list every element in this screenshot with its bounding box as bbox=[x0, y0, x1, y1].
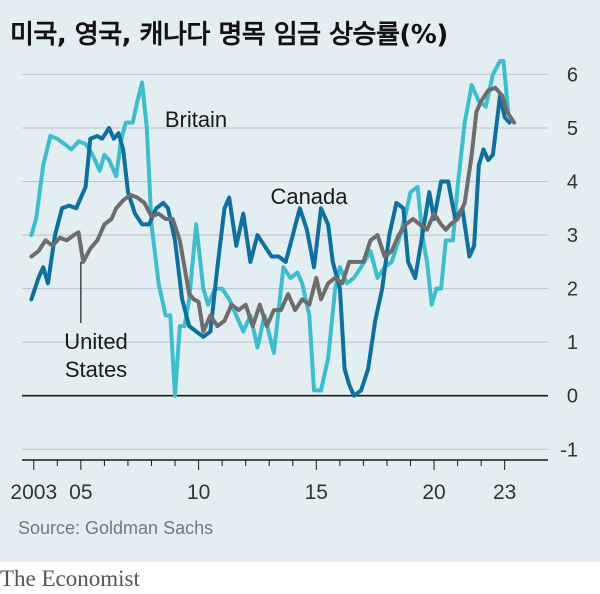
series-label-britain: Britain bbox=[165, 107, 227, 132]
y-tick-label: 5 bbox=[567, 118, 578, 140]
x-tick-label: 2003 bbox=[10, 481, 57, 504]
x-tick-label: 05 bbox=[69, 481, 92, 504]
y-tick-label: 2 bbox=[567, 279, 578, 301]
x-tick-label: 20 bbox=[422, 481, 445, 504]
y-tick-label: 0 bbox=[567, 386, 578, 408]
series-line-canada bbox=[29, 93, 512, 398]
chart-title: 미국, 영국, 캐나다 명목 임금 상승률(%) bbox=[10, 20, 448, 50]
x-tick-label: 23 bbox=[493, 481, 516, 504]
x-tick-label: 10 bbox=[187, 481, 210, 504]
series-label-canada: Canada bbox=[270, 184, 348, 209]
y-tick-label: 1 bbox=[567, 332, 578, 354]
x-tick-label: 15 bbox=[305, 481, 328, 504]
series-label-united-states: United States bbox=[64, 329, 128, 382]
y-tick-label: 6 bbox=[567, 64, 578, 86]
series-line-united-states bbox=[29, 85, 517, 334]
source-note: Source: Goldman Sachs bbox=[18, 518, 214, 538]
y-tick-label: 4 bbox=[567, 172, 578, 194]
y-tick-label: 3 bbox=[567, 225, 578, 247]
chart-panel: 미국, 영국, 캐나다 명목 임금 상승률(%) -1 0 1 2 3 4 5 6 2003 05… bbox=[0, 0, 600, 562]
brand-logo: The Economist bbox=[0, 566, 140, 591]
y-tick-label: -1 bbox=[560, 439, 578, 461]
